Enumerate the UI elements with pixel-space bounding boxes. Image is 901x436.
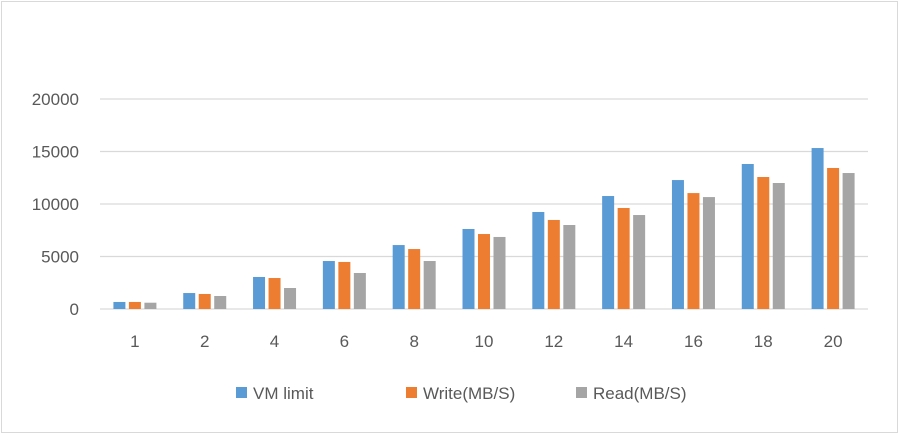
bar [268, 278, 281, 309]
x-tick-label: 6 [340, 332, 349, 351]
bar [741, 163, 754, 309]
bar [811, 148, 824, 309]
bar [338, 261, 351, 309]
bar [757, 177, 770, 309]
bar [198, 293, 211, 309]
x-tick-label: 18 [754, 332, 773, 351]
bar [547, 219, 560, 309]
x-tick-label: 14 [614, 332, 633, 351]
bar [408, 249, 421, 309]
bar [687, 193, 700, 309]
bar [602, 196, 615, 309]
bar [113, 301, 126, 309]
bar [353, 272, 366, 309]
legend-swatch [236, 387, 247, 398]
legend-swatch [576, 387, 587, 398]
y-tick-label: 15000 [32, 143, 79, 162]
bar [563, 225, 576, 309]
x-tick-label: 1 [130, 332, 139, 351]
bar [128, 301, 141, 309]
x-tick-label: 10 [475, 332, 494, 351]
bar [493, 236, 506, 309]
bar [183, 293, 196, 309]
bar [423, 261, 436, 309]
y-tick-label: 20000 [32, 90, 79, 109]
bar [827, 167, 840, 309]
x-tick-label: 8 [409, 332, 418, 351]
bar [842, 173, 855, 309]
bar [772, 183, 785, 309]
bar [633, 215, 646, 309]
bar [532, 211, 545, 309]
bar [144, 302, 157, 309]
bar [478, 234, 490, 309]
y-axis-labels: 0 5000 10000 15000 20000 [32, 90, 79, 319]
bar [617, 207, 630, 309]
bars [113, 148, 855, 309]
bar [462, 228, 475, 309]
bar [322, 261, 335, 309]
x-tick-label: 2 [200, 332, 209, 351]
gridlines [100, 98, 868, 310]
bar [284, 288, 297, 309]
bar [253, 276, 266, 309]
bar [214, 295, 227, 309]
legend-label: Read(MB/S) [593, 384, 687, 403]
y-tick-label: 0 [70, 300, 79, 319]
y-tick-label: 10000 [32, 195, 79, 214]
x-tick-label: 12 [544, 332, 563, 351]
x-axis-labels: 1 2 4 6 8 10 12 14 16 18 20 [130, 332, 842, 351]
bar [392, 245, 405, 309]
y-tick-label: 5000 [41, 248, 79, 267]
bar [702, 197, 715, 309]
x-tick-label: 20 [824, 332, 843, 351]
legend-swatch [406, 387, 417, 398]
x-tick-label: 16 [684, 332, 703, 351]
legend-label: VM limit [253, 384, 314, 403]
x-tick-label: 4 [270, 332, 279, 351]
bar [671, 180, 684, 309]
legend-label: Write(MB/S) [423, 384, 515, 403]
legend: VM limit Write(MB/S) Read(MB/S) [236, 384, 687, 403]
